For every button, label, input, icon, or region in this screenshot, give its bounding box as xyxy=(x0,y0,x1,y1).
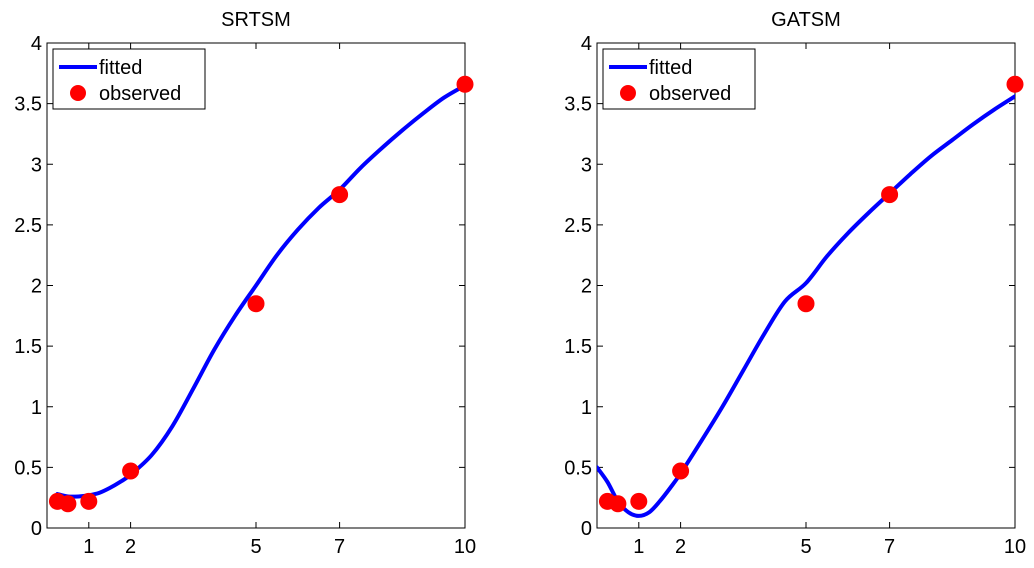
legend-label-observed: observed xyxy=(99,83,181,105)
x-tick-label: 7 xyxy=(334,536,345,558)
chart-panel-gatsm: GATSM 0 0.5 1 1.5 2 2.5 3 3.5 4 1 2 5 7 10 fitted observ… xyxy=(564,9,1026,558)
observed-point xyxy=(881,186,899,204)
x-tick-label: 10 xyxy=(1004,536,1026,558)
y-tick-label: 3 xyxy=(581,154,592,176)
chart-panel-srtsm: SRTSM 0 0.5 1 1.5 2 2.5 3 3.5 4 1 2 5 7 10 fitted observ… xyxy=(14,9,476,558)
legend-label-fitted: fitted xyxy=(99,57,142,79)
observed-point xyxy=(331,186,349,204)
y-tick-label: 0 xyxy=(31,518,42,540)
observed-point xyxy=(630,492,648,510)
x-tick-label: 2 xyxy=(675,536,686,558)
x-tick-label: 1 xyxy=(83,536,94,558)
x-tick-label: 1 xyxy=(633,536,644,558)
x-tick-label: 5 xyxy=(800,536,811,558)
observed-point xyxy=(609,495,627,513)
y-tick-label: 2 xyxy=(581,276,592,298)
fitted-line xyxy=(597,94,1015,518)
observed-point xyxy=(247,295,265,313)
chart-title: SRTSM xyxy=(221,9,291,31)
observed-point xyxy=(456,75,474,93)
x-tick-label: 5 xyxy=(250,536,261,558)
observed-point xyxy=(122,462,140,480)
y-tick-label: 2.5 xyxy=(14,215,42,237)
y-tick-label: 3 xyxy=(31,154,42,176)
y-tick-label: 1.5 xyxy=(14,336,42,358)
legend-label-observed: observed xyxy=(649,83,731,105)
plot-area xyxy=(55,83,465,499)
y-tick-label: 1 xyxy=(581,397,592,419)
y-tick-label: 1 xyxy=(31,397,42,419)
y-tick-label: 4 xyxy=(31,33,42,55)
y-tick-label: 0.5 xyxy=(564,457,592,479)
y-tick-label: 0.5 xyxy=(14,457,42,479)
legend-dot-swatch xyxy=(70,85,86,101)
x-tick-label: 7 xyxy=(884,536,895,558)
x-tick-label: 10 xyxy=(454,536,476,558)
legend-dot-swatch xyxy=(620,85,636,101)
y-tick-label: 3.5 xyxy=(564,94,592,116)
y-tick-label: 0 xyxy=(581,518,592,540)
observed-point xyxy=(59,495,77,513)
chart-title: GATSM xyxy=(771,9,841,31)
y-tick-label: 2 xyxy=(31,276,42,298)
y-tick-label: 1.5 xyxy=(564,336,592,358)
y-tick-label: 2.5 xyxy=(564,215,592,237)
observed-point xyxy=(1006,75,1024,93)
y-tick-label: 4 xyxy=(581,33,592,55)
legend-label-fitted: fitted xyxy=(649,57,692,79)
observed-point xyxy=(672,462,690,480)
y-tick-label: 3.5 xyxy=(14,94,42,116)
plot-area xyxy=(597,94,1015,518)
observed-point xyxy=(80,492,98,510)
fitted-line xyxy=(55,83,465,499)
observed-point xyxy=(797,295,815,313)
x-tick-label: 2 xyxy=(125,536,136,558)
